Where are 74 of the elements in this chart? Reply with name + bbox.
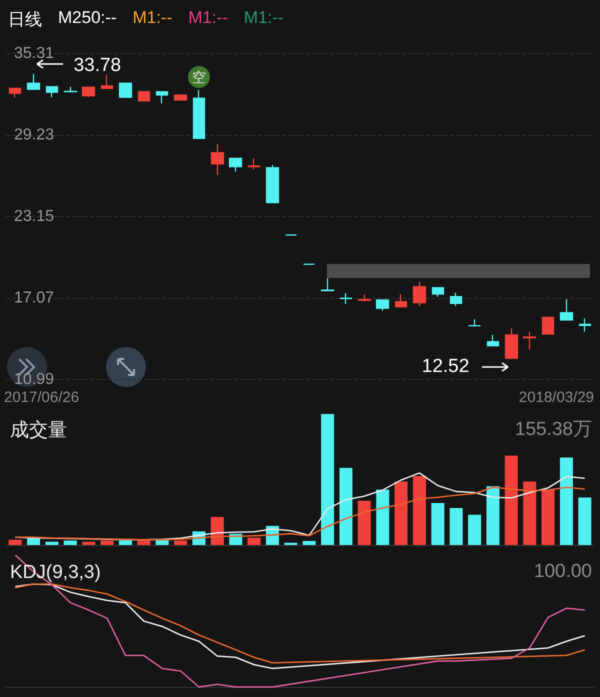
annotation: 100.00 — [534, 561, 592, 583]
candlestick — [174, 94, 188, 101]
candlestick — [376, 299, 390, 312]
bar — [82, 542, 96, 545]
bar — [339, 468, 352, 545]
text: M250:-- — [58, 8, 117, 29]
bar — [376, 490, 390, 545]
candlestick — [394, 293, 408, 308]
bar — [248, 538, 261, 545]
candlestick — [26, 73, 40, 90]
y-tick-label: 35.31 — [14, 45, 54, 62]
y-tick-label: 23.15 — [14, 208, 54, 225]
bar — [560, 457, 573, 545]
bar — [578, 497, 592, 545]
candlestick — [64, 86, 78, 93]
bar — [358, 500, 371, 545]
text: M1:-- — [132, 8, 172, 29]
candlestick — [192, 89, 206, 139]
bar — [27, 538, 40, 545]
bar — [64, 540, 77, 545]
bar — [45, 542, 58, 545]
bar — [450, 508, 463, 545]
chart-title: 成交量 — [9, 419, 68, 443]
candlestick — [228, 158, 242, 172]
bar — [523, 481, 536, 545]
candlestick — [82, 86, 96, 98]
candlestick — [468, 318, 482, 326]
text: 2017/06/26 — [4, 389, 80, 406]
bar — [174, 540, 188, 545]
annotation: 12.52 — [422, 356, 470, 378]
text: M1:-- — [244, 8, 284, 29]
y-tick-label: 17.07 — [14, 290, 54, 306]
candlestick — [486, 334, 500, 346]
candlestick — [340, 292, 352, 305]
annotation: 155.38万 — [514, 418, 592, 442]
bar — [118, 540, 132, 545]
bar — [302, 540, 316, 545]
annotation: 空 — [188, 66, 210, 88]
candlestick — [266, 164, 280, 204]
candlestick — [8, 88, 22, 98]
candlestick — [432, 287, 444, 298]
candlestick — [522, 331, 536, 350]
candlestick — [156, 91, 168, 104]
bar — [412, 476, 426, 545]
bar — [486, 486, 500, 545]
candlestick — [450, 292, 462, 307]
y-tick-label: 29.23 — [14, 126, 54, 144]
candlestick — [118, 82, 132, 98]
candlestick — [578, 318, 592, 332]
bar — [8, 540, 22, 545]
bar — [468, 514, 482, 545]
annotation: 33.78 — [74, 55, 122, 77]
bar — [394, 481, 408, 545]
bar — [431, 502, 444, 545]
candlestick — [358, 294, 372, 302]
candlestick — [560, 298, 574, 321]
candlestick — [320, 278, 334, 292]
candlestick — [46, 86, 58, 98]
bar — [321, 414, 334, 545]
candlestick — [210, 143, 224, 176]
text: M1:-- — [188, 8, 228, 29]
candlestick — [100, 74, 114, 89]
candlestick — [542, 316, 554, 335]
candlestick — [138, 91, 150, 102]
candlestick — [504, 328, 518, 360]
bar — [504, 456, 518, 545]
bar — [100, 540, 114, 545]
candlestick — [412, 281, 426, 307]
y-tick-label: 10.99 — [14, 371, 54, 388]
chart-title: 日线 — [8, 9, 42, 31]
text: 2018/03/29 — [518, 389, 594, 406]
bar — [542, 490, 555, 545]
candlestick — [248, 158, 260, 170]
bar — [137, 540, 150, 545]
